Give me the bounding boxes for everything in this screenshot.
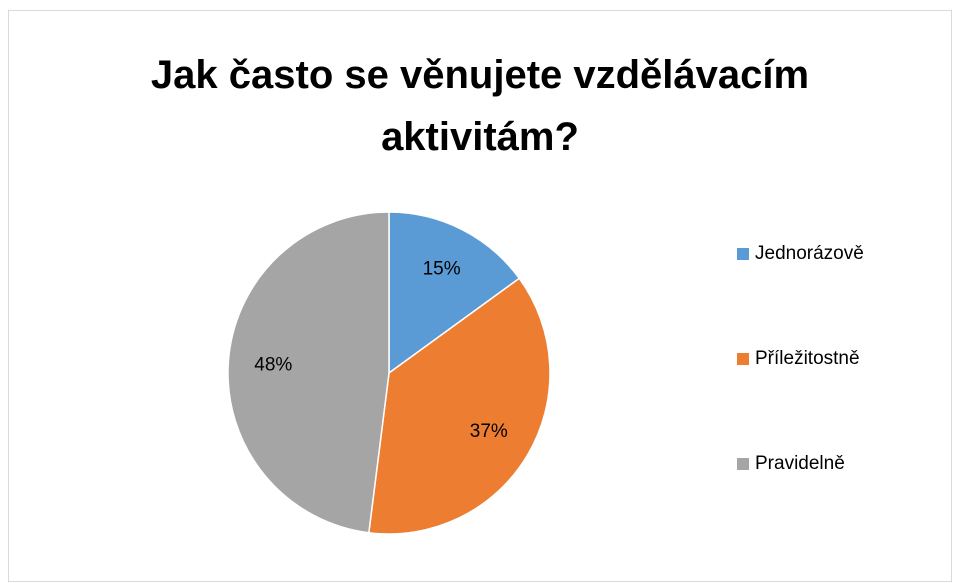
data-label: 48%: [254, 355, 292, 376]
pie-slice: [388, 211, 521, 375]
chart-title: Jak často se věnujete vzdělávacím aktivi…: [150, 53, 810, 159]
pie-slice: [367, 277, 551, 535]
pie-slice: [227, 211, 390, 534]
data-label: 15%: [423, 259, 461, 280]
legend-swatch: [737, 353, 749, 365]
legend-swatch: [737, 248, 749, 260]
legend-label: Jednorázově: [755, 243, 864, 264]
legend-label: Pravidelně: [755, 453, 845, 474]
legend-swatch: [737, 458, 749, 470]
legend-label: Příležitostně: [755, 348, 860, 369]
data-label: 37%: [470, 421, 508, 442]
